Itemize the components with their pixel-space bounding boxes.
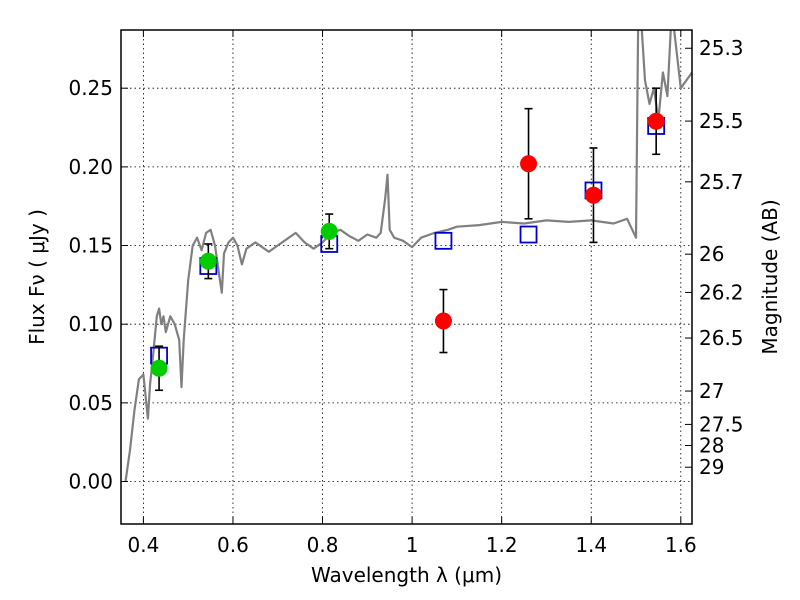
photometry-point [647, 112, 665, 130]
grid-lines [121, 30, 692, 524]
y2-tick-label: 29 [699, 455, 724, 479]
photometry-point [199, 252, 217, 270]
model-photometry-square [434, 231, 453, 250]
y-tick-label: 0.10 [68, 312, 113, 336]
photometry-point [150, 359, 168, 377]
y2-tick-label: 26.2 [699, 280, 744, 304]
y2-axis-label: Magnitude (AB) [758, 199, 782, 354]
y2-tick-label: 28 [699, 433, 724, 457]
y-tick-label: 0.25 [68, 76, 113, 100]
y2-tick-label: 26.5 [699, 326, 744, 350]
y2-tick-label: 25.5 [699, 109, 744, 133]
x-tick-label: 0.6 [217, 533, 249, 557]
x-axis-label: Wavelength λ (μm) [311, 563, 502, 587]
model-photometry-square [519, 225, 538, 244]
y-tick-label: 0.05 [68, 391, 113, 415]
y2-tick-label: 27.5 [699, 412, 744, 436]
y-tick-label: 0.00 [68, 470, 113, 494]
axis-ticks: 0.4 0.6 0.8 1 1.2 1.4 1.6 0.00 0.05 0.10 0.15 0.20 0… [68, 30, 744, 557]
y-tick-label: 0.15 [68, 234, 113, 258]
photometry-point [520, 155, 538, 173]
plot-frame [120, 29, 693, 525]
y-axis-label: Flux Fν ( μJy ) [25, 209, 49, 345]
x-tick-label: 1.2 [486, 533, 518, 557]
model-spectrum-line [124, 30, 692, 482]
y2-tick-label: 25.7 [699, 170, 744, 194]
y2-tick-label: 25.3 [699, 36, 744, 60]
photometry-point [584, 186, 602, 204]
data-series [124, 30, 692, 482]
x-tick-label: 1 [406, 533, 419, 557]
photometry-point [434, 312, 452, 330]
photometry-point [320, 222, 338, 240]
x-tick-label: 1.6 [665, 533, 697, 557]
y2-tick-label: 27 [699, 379, 724, 403]
y2-tick-label: 26 [699, 242, 724, 266]
x-tick-label: 0.4 [127, 533, 159, 557]
y-tick-label: 0.20 [68, 155, 113, 179]
x-tick-label: 0.8 [307, 533, 339, 557]
x-tick-label: 1.4 [575, 533, 607, 557]
